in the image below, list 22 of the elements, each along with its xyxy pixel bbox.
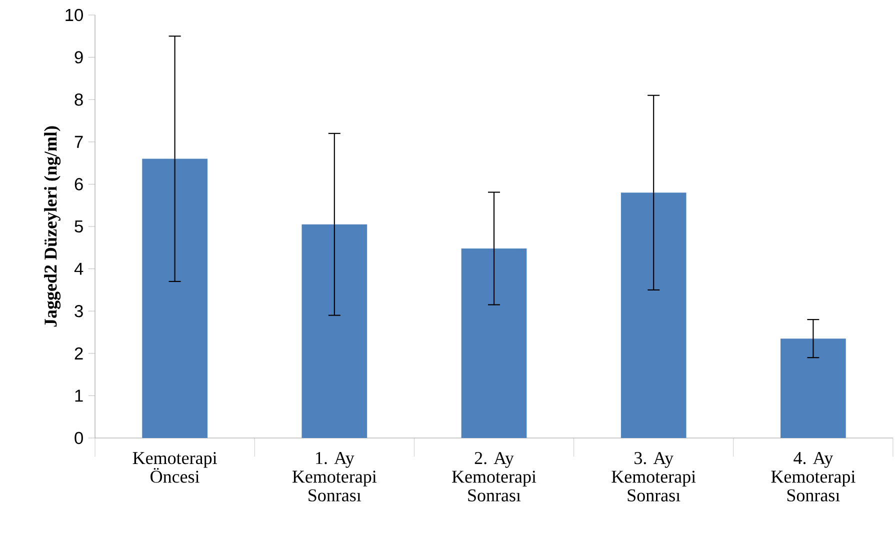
x-tick-label: 4. Ay Kemoterapi Sonrası [771, 452, 856, 502]
x-tick-label: 3. Ay Kemoterapi Sonrası [612, 452, 696, 502]
bar [302, 224, 368, 438]
y-tick-label: 4 [74, 262, 84, 275]
bar [620, 192, 686, 438]
y-tick-label: 0 [74, 432, 83, 444]
x-tick-label: 2. Ay Kemoterapi Sonrası [452, 452, 536, 502]
y-tick-label: 3 [74, 304, 83, 318]
y-tick-label: 1 [75, 390, 83, 402]
y-tick-label: 7 [74, 136, 83, 148]
y-tick-label: 6 [74, 178, 83, 190]
y-axis-title: Jagged2 Düzeyleri (ng/ml) [44, 126, 61, 327]
bar [142, 158, 208, 438]
bar [461, 248, 527, 438]
y-tick-label: 5 [74, 220, 83, 233]
y-tick-label: 2 [74, 347, 83, 360]
y-tick-label: 9 [74, 51, 83, 64]
y-tick-label: 10 [66, 8, 83, 22]
bar [780, 338, 846, 438]
x-tick-label: Kemoterapi Öncesi [132, 452, 217, 483]
x-tick-label: 1. Ay Kemoterapi Sonrası [292, 452, 377, 502]
y-tick-label: 8 [74, 93, 83, 106]
